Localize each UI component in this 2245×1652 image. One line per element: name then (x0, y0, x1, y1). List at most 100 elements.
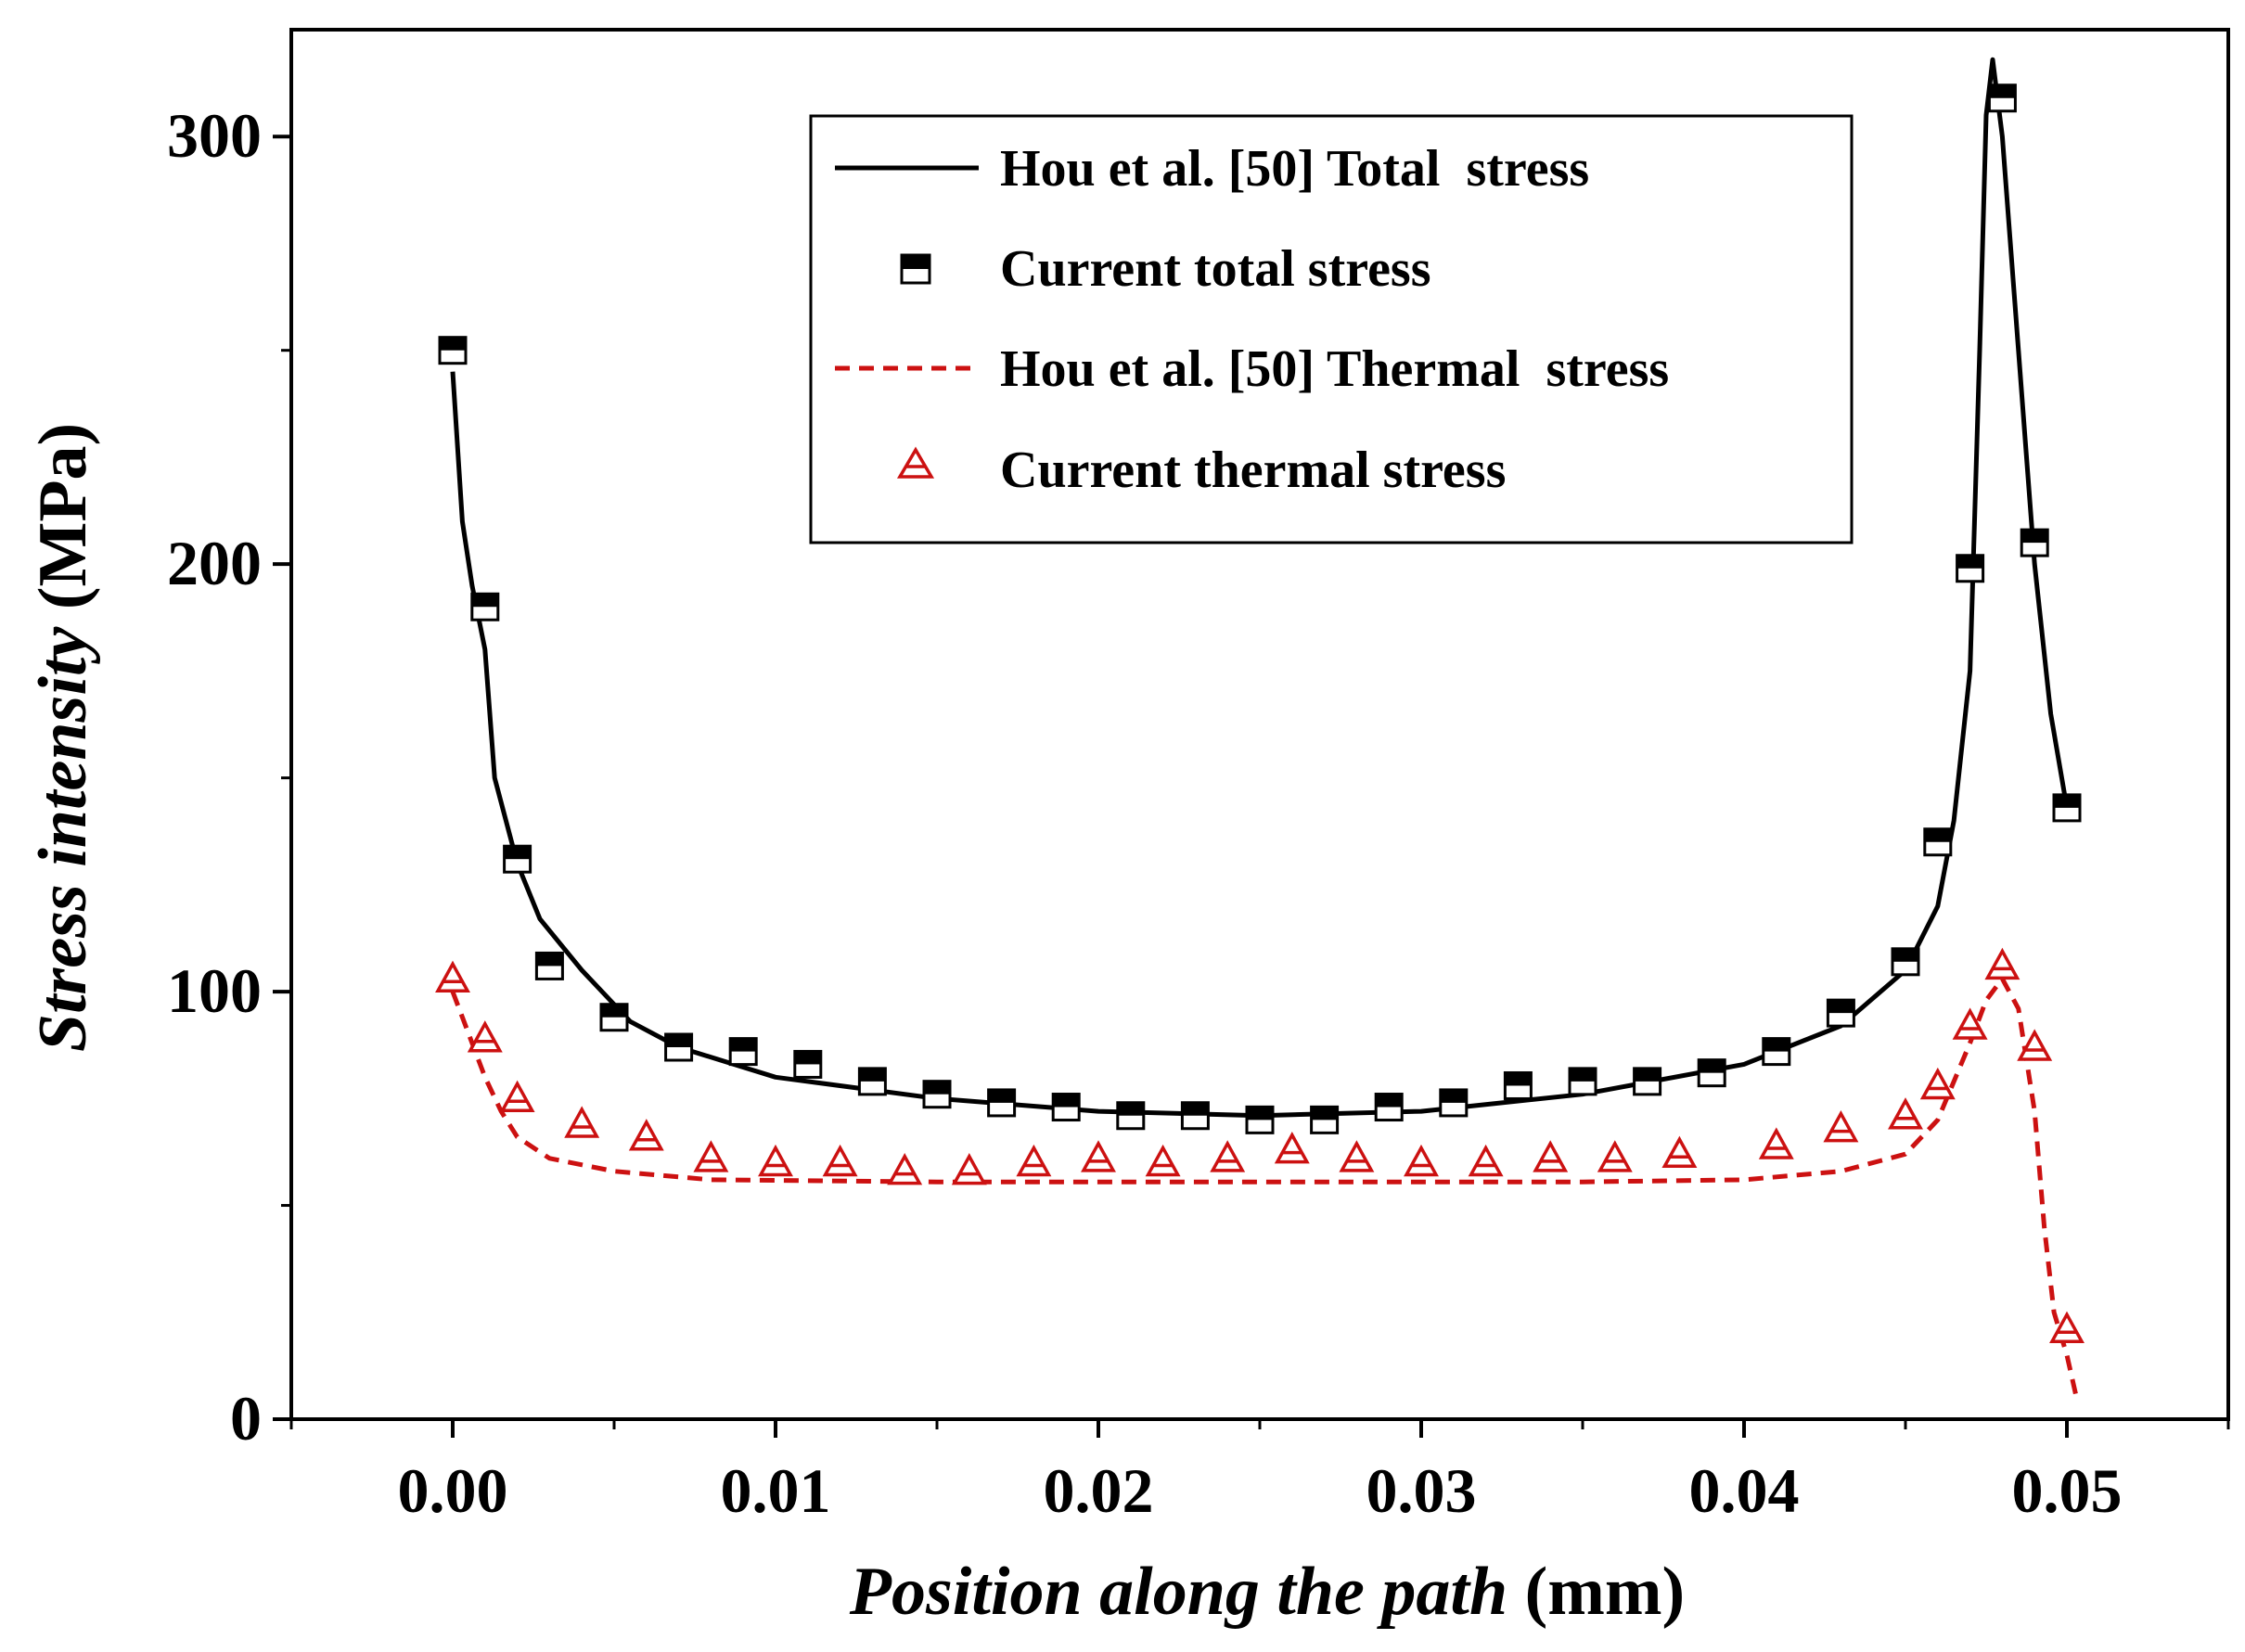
current-total-marker (1826, 998, 1855, 1028)
current-thermal-marker (1919, 1067, 1956, 1100)
marker-triangle (435, 960, 470, 992)
current-thermal-marker (435, 960, 470, 992)
current-total-marker (1503, 1070, 1533, 1100)
current-total-marker (1439, 1088, 1469, 1118)
current-total-marker (2052, 793, 2082, 823)
marker-triangle (628, 1119, 664, 1151)
marker-square-fill (1311, 1107, 1338, 1121)
current-total-marker (1987, 83, 2017, 113)
marker-triangle (1919, 1067, 1956, 1100)
marker-square-fill (1828, 1000, 1854, 1014)
x-axis-label: Position along the path (mm) (849, 1554, 1685, 1630)
marker-square-fill (988, 1089, 1015, 1103)
current-thermal-marker (1823, 1109, 1859, 1143)
current-thermal-marker (1468, 1144, 1504, 1177)
marker-triangle (2049, 1311, 2085, 1343)
y-axis-label-italic: Stress intensity (25, 626, 101, 1053)
marker-square-fill (1376, 1094, 1403, 1108)
marker-triangle (1597, 1140, 1633, 1172)
current-total-marker (1956, 554, 1985, 583)
current-thermal-marker (467, 1020, 503, 1053)
legend-label-current-thermal: Current thermal stress (1000, 442, 1506, 499)
marker-square-fill (1053, 1094, 1080, 1108)
current-thermal-marker (1758, 1127, 1794, 1159)
current-total-marker (1051, 1093, 1081, 1122)
marker-triangle (1984, 947, 2020, 980)
current-total-marker (857, 1067, 887, 1096)
marker-square-fill (440, 337, 466, 351)
current-total-marker (1116, 1101, 1146, 1131)
marker-square-fill (601, 1004, 627, 1018)
marker-square-fill (536, 953, 563, 967)
marker-square-fill (1892, 948, 1918, 962)
marker-triangle (1888, 1097, 1923, 1130)
current-total-marker (664, 1032, 694, 1062)
series-layer (435, 57, 2085, 1399)
marker-triangle (499, 1080, 535, 1113)
current-thermal-marker (822, 1144, 858, 1177)
current-thermal-marker (758, 1144, 793, 1177)
marker-square-fill (924, 1081, 950, 1095)
marker-triangle (1339, 1140, 1375, 1172)
current-thermal-marker (1952, 1007, 1988, 1040)
y-axis-label-space (25, 609, 101, 627)
current-thermal-marker (1274, 1131, 1310, 1164)
marker-triangle (564, 1106, 600, 1138)
marker-triangle (1016, 1144, 1052, 1177)
current-thermal-marker (628, 1119, 664, 1151)
marker-square-fill (2054, 794, 2080, 808)
marker-square-fill (1763, 1038, 1790, 1052)
current-thermal-marker (1145, 1144, 1181, 1177)
current-total-marker (1923, 827, 1953, 857)
x-axis-label-unit: (mm) (1525, 1554, 1686, 1630)
x-axis-ticks (289, 1419, 2230, 1438)
marker-triangle (1533, 1140, 1569, 1172)
current-total-marker (1374, 1093, 1404, 1122)
current-total-marker (1697, 1058, 1726, 1088)
current-thermal-marker (564, 1106, 600, 1138)
series-hou-thermal-line (450, 976, 2079, 1399)
marker-triangle (1274, 1131, 1310, 1164)
legend-swatch-current-total (900, 253, 931, 285)
current-thermal-marker (693, 1140, 729, 1172)
current-thermal-marker (1210, 1140, 1246, 1172)
marker-square-fill (1505, 1072, 1532, 1086)
x-axis-label-space (1507, 1554, 1525, 1630)
marker-triangle (951, 1153, 987, 1185)
legend-label-hou-total: Hou et al. [50] Total stress (1000, 140, 1589, 198)
current-thermal-marker (1081, 1140, 1116, 1172)
marker-square-fill (859, 1068, 886, 1082)
current-thermal-marker (1404, 1144, 1439, 1177)
current-thermal-marker (1888, 1097, 1923, 1130)
current-thermal-marker (1597, 1140, 1633, 1172)
marker-square-fill (504, 846, 531, 860)
current-total-marker (438, 336, 468, 365)
x-tick-label: 0.00 (398, 1455, 508, 1526)
current-total-marker (534, 951, 564, 980)
marker-triangle (1145, 1144, 1181, 1177)
current-total-marker (1633, 1067, 1662, 1096)
marker-square-fill (1117, 1102, 1144, 1116)
current-total-marker (1245, 1105, 1275, 1134)
y-tick-label: 300 (167, 100, 262, 171)
marker-triangle (1468, 1144, 1504, 1177)
current-total-marker (1310, 1105, 1340, 1134)
marker-triangle (1210, 1140, 1246, 1172)
marker-square-fill (1699, 1059, 1725, 1073)
current-thermal-marker (2017, 1029, 2053, 1061)
marker-square-fill (471, 594, 498, 608)
marker-square-fill (1924, 828, 1951, 842)
current-total-marker (470, 592, 500, 621)
legend: Hou et al. [50] Total stress Current tot… (809, 114, 1854, 544)
y-axis-tick-labels: 0 100 200 300 (167, 100, 262, 1454)
marker-square-fill (1989, 84, 2016, 98)
y-tick-label: 0 (230, 1383, 262, 1454)
marker-square-fill (1182, 1102, 1209, 1116)
marker-triangle (1081, 1140, 1116, 1172)
marker-square-fill (1247, 1107, 1273, 1121)
marker-triangle (1404, 1144, 1439, 1177)
legend-label-hou-thermal: Hou et al. [50] Thermal stress (1000, 340, 1669, 398)
current-thermal-marker (1661, 1135, 1698, 1168)
marker-square-fill (1956, 555, 1983, 569)
